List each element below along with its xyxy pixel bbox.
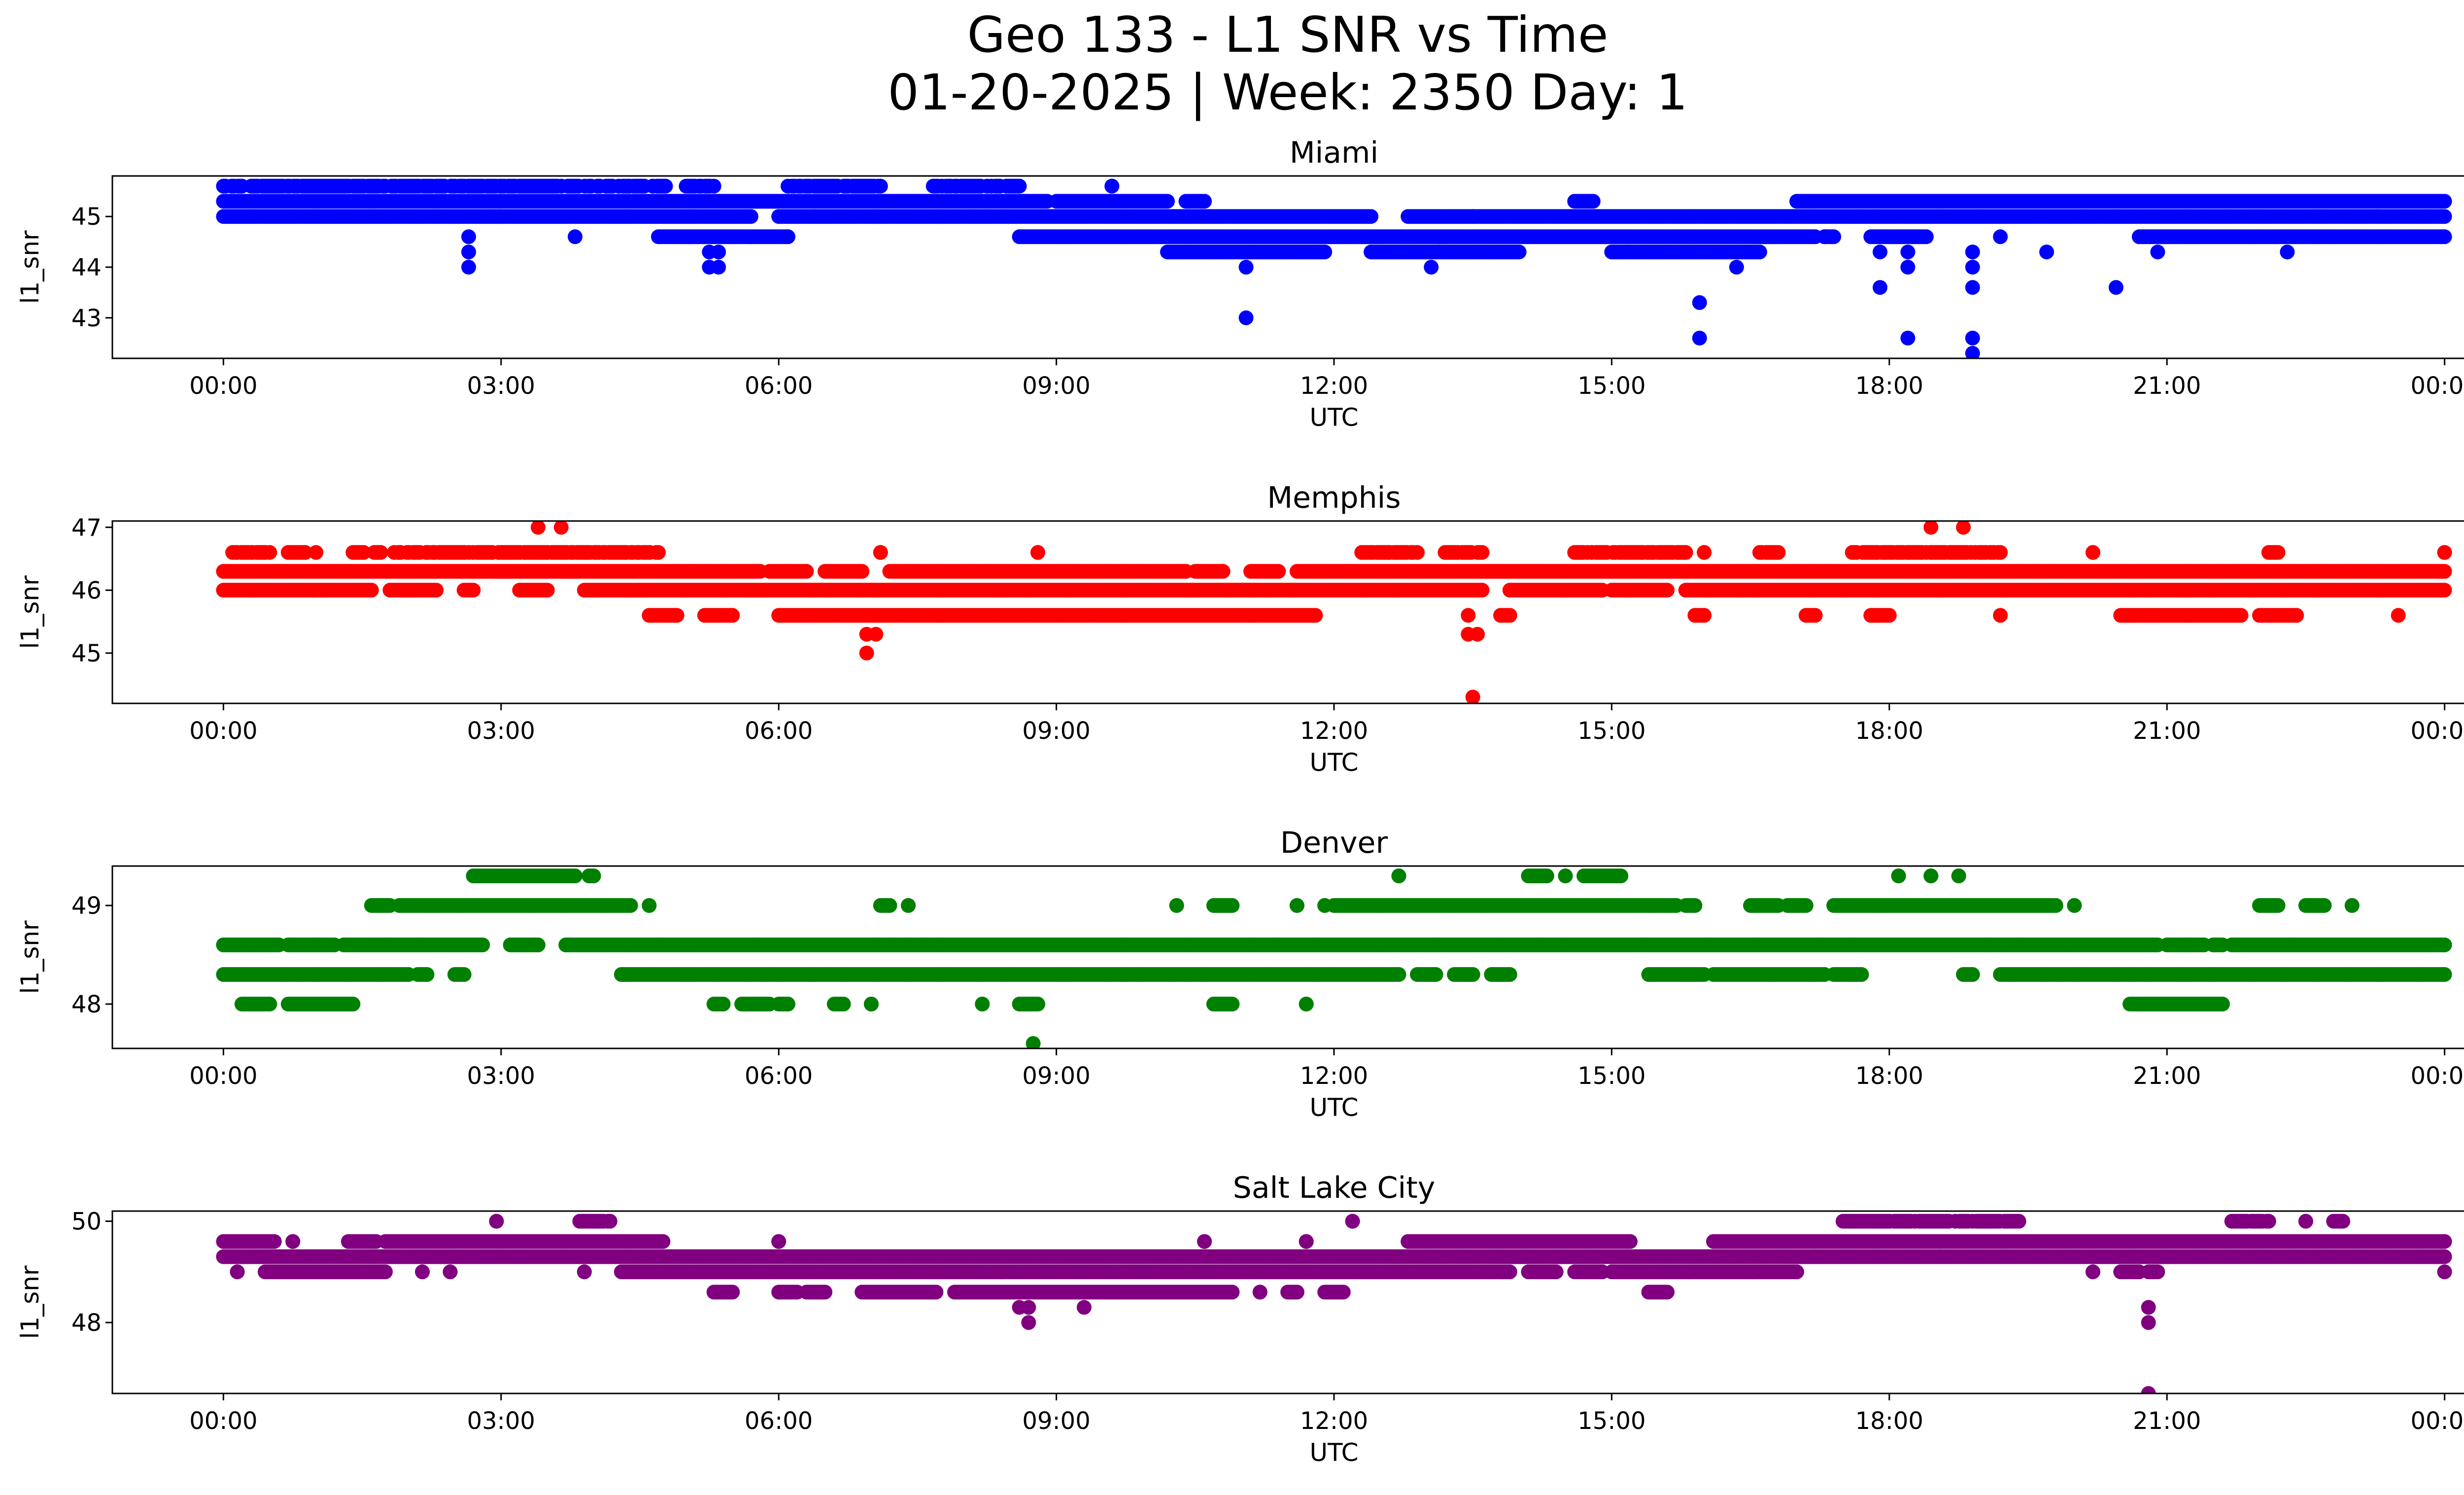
data-point: [1697, 545, 1712, 560]
data-point-outlier: [568, 229, 582, 244]
data-point-outlier: [461, 229, 476, 244]
data-point-outlier: [711, 244, 726, 260]
data-point: [855, 564, 870, 579]
data-point: [651, 545, 666, 560]
data-point-outlier: [1900, 260, 1916, 275]
data-point-outlier: [1993, 229, 2008, 244]
data-point-outlier: [1238, 310, 1254, 325]
data-point-outlier: [2039, 244, 2054, 260]
figure-title-line-1: Geo 133 - L1 SNR vs Time: [967, 6, 1608, 64]
data-point: [2270, 545, 2286, 560]
data-point: [1585, 194, 1601, 209]
data-point: [2086, 545, 2100, 560]
x-tick-label: 09:00: [1022, 372, 1090, 400]
data-point-outlier: [1900, 244, 1916, 260]
data-point: [743, 209, 758, 224]
y-axis-label: l1_snr: [16, 230, 44, 304]
data-point-outlier: [2108, 280, 2123, 295]
data-point-outlier: [1873, 244, 1887, 260]
panel-title-memphis: Memphis: [1267, 481, 1401, 515]
x-tick-label: 18:00: [1855, 372, 1923, 400]
data-point: [2437, 564, 2452, 579]
data-point-outlier: [461, 244, 476, 260]
data-point: [873, 545, 888, 560]
data-point: [364, 583, 379, 598]
data-point: [706, 178, 721, 194]
data-point-outlier: [1465, 209, 1480, 224]
data-point: [1918, 229, 1934, 244]
data-point: [540, 583, 555, 598]
figure-title-line-2: 01-20-2025 | Week: 2350 Day: 1: [888, 64, 1687, 121]
data-point: [1197, 194, 1212, 209]
data-point: [1771, 545, 1786, 560]
x-tick-label: 21:00: [2133, 372, 2201, 400]
data-point: [1752, 244, 1767, 260]
data-point: [873, 178, 888, 194]
data-point: [1474, 545, 1490, 560]
data-point: [466, 583, 481, 598]
data-point-outlier: [1692, 295, 1707, 310]
x-tick-label: 00:00: [2410, 372, 2464, 400]
data-point: [1160, 194, 1175, 209]
data-point-outlier: [1965, 330, 1980, 346]
data-point-outlier: [461, 260, 476, 275]
data-point-outlier: [1900, 330, 1916, 346]
data-point: [1511, 244, 1527, 260]
y-tick-label: 43: [71, 305, 102, 332]
data-point-outlier: [2150, 244, 2165, 260]
data-point-outlier: [1965, 346, 1980, 358]
data-point: [2437, 209, 2452, 224]
data-point-outlier: [1965, 244, 1980, 260]
scatter-series-memphis: [216, 521, 2452, 703]
data-point-outlier: [1692, 330, 1707, 346]
data-point: [1271, 564, 1286, 579]
data-point-outlier: [1238, 260, 1254, 275]
panel-miami: Miami 00:00 03:00 06:00 09:00 12:00 15:00 18:00…: [16, 136, 2464, 432]
data-point: [429, 583, 444, 598]
data-point-outlier: [1965, 280, 1980, 295]
x-axis-label: UTC: [1309, 403, 1358, 432]
x-tick-label: 15:00: [1577, 372, 1645, 400]
data-point: [1993, 545, 2008, 560]
data-point: [356, 545, 371, 560]
data-point-outlier: [711, 260, 726, 275]
data-point: [1012, 178, 1027, 194]
data-point: [262, 545, 277, 560]
data-point: [1410, 545, 1425, 560]
data-point: [1317, 244, 1333, 260]
x-tick-label: 12:00: [1300, 372, 1368, 400]
data-point: [298, 545, 313, 560]
x-tick-label: 03:00: [467, 372, 535, 400]
panel-title-miami: Miami: [1290, 136, 1378, 170]
panels-layer: Miami 00:00 03:00 06:00 09:00 12:00 15:00 18:00…: [16, 136, 2464, 1467]
data-point: [1030, 545, 1045, 560]
data-point: [658, 178, 673, 194]
data-point-outlier: [2280, 244, 2295, 260]
data-point: [799, 564, 814, 579]
data-point: [1660, 583, 1675, 598]
data-point: [1678, 545, 1693, 560]
data-point-outlier: [1424, 260, 1439, 275]
data-point-outlier: [1965, 260, 1980, 275]
scatter-series-miami: [216, 178, 2452, 358]
data-point-outlier: [1729, 260, 1744, 275]
data-point: [1215, 564, 1231, 579]
y-tick-label: 45: [71, 203, 102, 231]
data-point: [373, 545, 388, 560]
data-point-outlier: [1817, 229, 1832, 244]
x-tick-label: 00:00: [189, 372, 257, 400]
data-point: [781, 229, 795, 244]
data-point: [2437, 194, 2452, 209]
data-point: [308, 545, 324, 560]
data-point: [1364, 209, 1379, 224]
data-point: [2437, 229, 2452, 244]
data-point-outlier: [1873, 280, 1887, 295]
data-point: [1474, 583, 1490, 598]
data-point: [2437, 545, 2452, 560]
y-tick-label: 44: [71, 254, 102, 281]
x-tick-label: 06:00: [745, 372, 813, 400]
data-point: [1104, 178, 1120, 194]
